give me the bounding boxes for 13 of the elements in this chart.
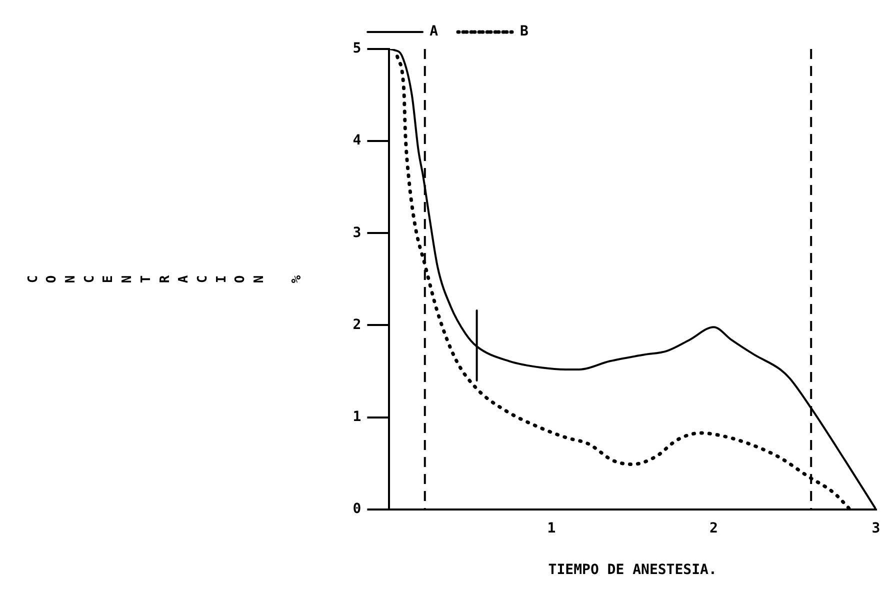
y-tick-label: 4 xyxy=(352,132,362,149)
y-tick-label: 3 xyxy=(352,224,362,241)
legend-label: A xyxy=(430,24,439,40)
y-tick-label: 1 xyxy=(352,408,362,425)
y-tick-label: 0 xyxy=(352,501,362,518)
y-tick-label: 2 xyxy=(352,316,362,333)
y-tick-label: 5 xyxy=(352,40,362,57)
text: CONCENTRACION % xyxy=(26,275,305,284)
x-axis-title: TIEMPO DE ANESTESIA. xyxy=(548,562,717,578)
legend-label: B xyxy=(520,24,528,40)
x-tick-label: 1 xyxy=(547,520,556,536)
x-tick-label: 2 xyxy=(710,520,718,536)
x-tick-label: 3 xyxy=(872,520,880,536)
